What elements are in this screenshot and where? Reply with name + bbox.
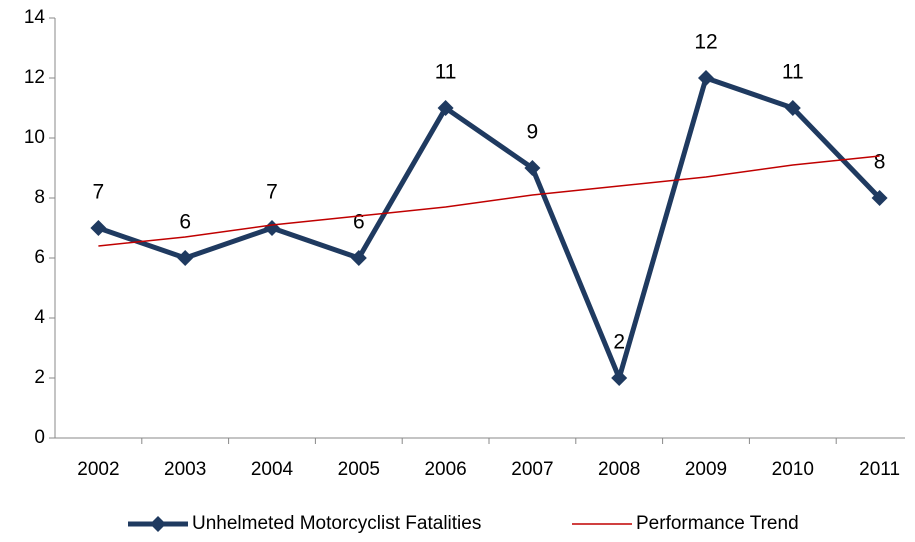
data-label: 7 [93,181,105,204]
x-tick-label: 2007 [511,459,553,480]
data-label: 12 [694,31,717,54]
legend-marker [150,516,166,532]
data-label: 11 [435,61,457,84]
marker [784,100,801,116]
data-label: 11 [782,61,804,84]
marker [698,70,714,86]
x-tick-label: 2005 [338,459,380,480]
marker [350,250,367,266]
y-tick-label: 0 [34,427,45,448]
x-tick-label: 2009 [685,459,727,480]
y-tick-label: 4 [34,307,45,328]
marker [90,220,107,236]
y-tick-label: 14 [24,7,46,28]
marker [611,370,628,386]
x-tick-label: 2010 [772,459,814,480]
legend-label: Unhelmeted Motorcyclist Fatalities [192,513,481,534]
y-tick-label: 8 [34,187,45,208]
y-tick-label: 6 [34,247,45,268]
data-label: 9 [527,121,539,144]
trend-line [98,155,880,247]
x-tick-label: 2006 [424,459,466,480]
data-label: 6 [179,211,191,234]
y-tick-label: 10 [24,127,45,148]
x-tick-label: 2008 [598,459,640,480]
marker [871,190,888,206]
marker [264,220,280,236]
data-label: 2 [613,331,625,354]
marker [437,100,454,116]
x-tick-label: 2003 [164,459,206,480]
marker [524,160,541,176]
legend-label: Performance Trend [636,513,799,534]
data-label: 6 [353,211,365,234]
x-tick-label: 2004 [251,459,294,480]
y-tick-label: 12 [24,67,45,88]
data-label: 7 [266,181,278,204]
x-tick-label: 2011 [859,459,900,480]
marker [177,250,194,266]
x-tick-label: 2002 [77,459,119,480]
data-label: 8 [874,151,886,174]
data-line [97,75,882,381]
y-tick-label: 2 [34,367,45,388]
